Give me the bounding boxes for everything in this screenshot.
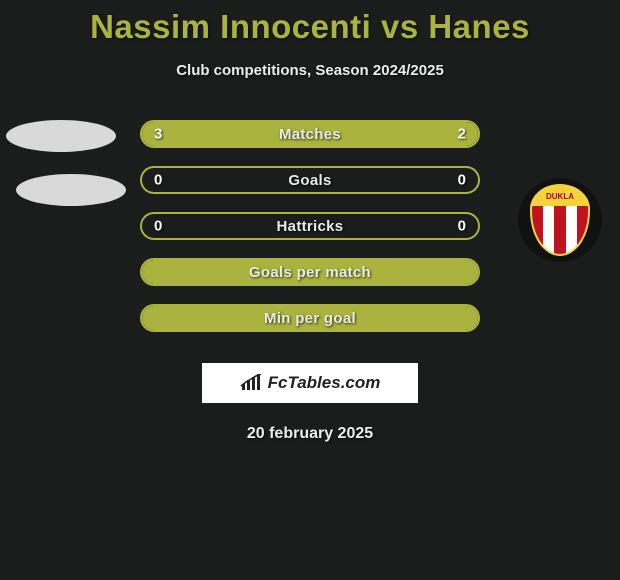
stat-right-value: 0 — [458, 218, 466, 235]
stat-bar: 3 Matches 2 — [140, 120, 480, 148]
stat-right-value: 0 — [458, 172, 466, 189]
page-subtitle: Club competitions, Season 2024/2025 — [0, 62, 620, 79]
branding-box: FcTables.com — [202, 363, 418, 403]
stat-row-mpg: Min per goal — [0, 295, 620, 341]
stat-label: Goals — [142, 172, 478, 189]
date-text: 20 february 2025 — [0, 425, 620, 443]
stat-row-hattricks: 0 Hattricks 0 — [0, 203, 620, 249]
page-title: Nassim Innocenti vs Hanes — [0, 0, 620, 46]
stat-bar: 0 Goals 0 — [140, 166, 480, 194]
stat-label: Hattricks — [142, 218, 478, 235]
stat-label: Matches — [142, 126, 478, 143]
stat-row-goals: 0 Goals 0 — [0, 157, 620, 203]
stat-row-matches: 3 Matches 2 — [0, 111, 620, 157]
stats-rows: 3 Matches 2 0 Goals 0 0 Hattricks 0 — [0, 111, 620, 341]
stat-label: Goals per match — [142, 264, 478, 281]
stat-row-gpm: Goals per match — [0, 249, 620, 295]
stat-bar: Min per goal — [140, 304, 480, 332]
chart-icon — [240, 374, 262, 392]
branding-text: FcTables.com — [268, 373, 381, 393]
stat-bar: Goals per match — [140, 258, 480, 286]
stat-bar: 0 Hattricks 0 — [140, 212, 480, 240]
stat-right-value: 2 — [458, 126, 466, 143]
stat-label: Min per goal — [142, 310, 478, 327]
